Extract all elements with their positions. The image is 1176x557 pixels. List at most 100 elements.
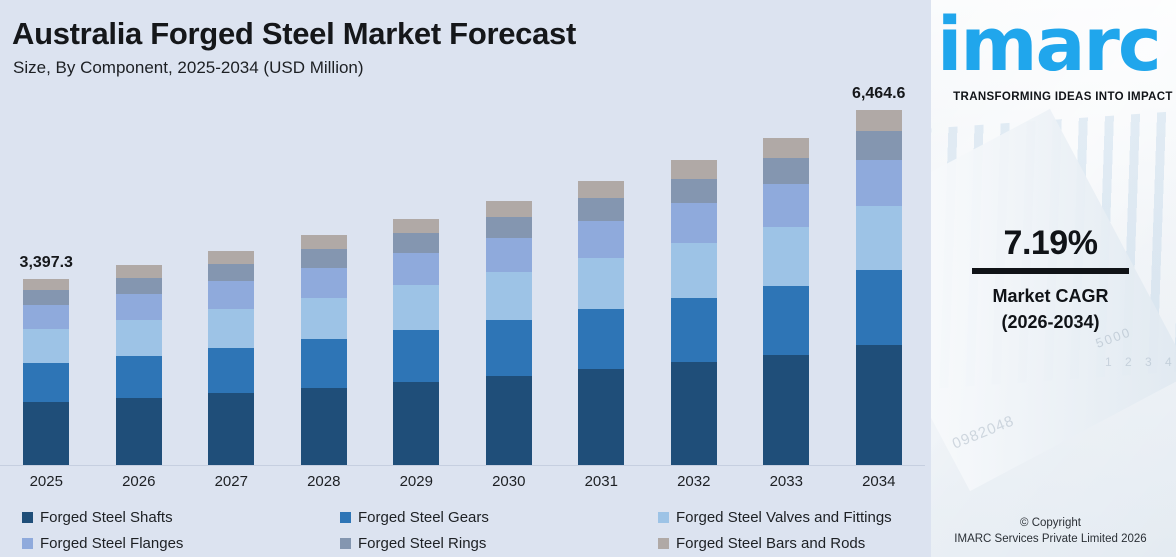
copyright-line-2: IMARC Services Private Limited 2026 [954, 533, 1147, 545]
bar-segment-forged-steel-rings[interactable] [23, 290, 70, 306]
bar-segment-forged-steel-flanges[interactable] [578, 221, 625, 259]
legend-label: Forged Steel Rings [358, 534, 487, 552]
x-axis-tick-labels: 2025 2026 2027 2028 2029 2030 2031 2032 2033 2034 [0, 470, 925, 496]
bar-segment-forged-steel-flanges[interactable] [670, 203, 717, 243]
bar-segment-forged-steel-flanges[interactable] [485, 237, 532, 273]
bar-segment-forged-steel-valves-and-fittings[interactable] [115, 319, 162, 356]
bar-segment-forged-steel-rings[interactable] [115, 277, 162, 294]
bar-segment-forged-steel-shafts[interactable] [578, 369, 625, 466]
bar-segment-forged-steel-bars-and-rods[interactable] [855, 110, 902, 132]
bar-segment-forged-steel-flanges[interactable] [208, 281, 255, 310]
imarc-logo: imarc TRANSFORMING IDEAS INTO IMPACT [937, 8, 1176, 108]
bar-segment-forged-steel-shafts[interactable] [485, 375, 532, 466]
legend-item-forged-steel-rings[interactable]: Forged Steel Rings [340, 535, 658, 552]
bar-segment-forged-steel-shafts[interactable] [763, 354, 810, 466]
bar-segment-forged-steel-rings[interactable] [300, 249, 347, 268]
bar-segment-forged-steel-valves-and-fittings[interactable] [485, 272, 532, 321]
legend-swatch-icon [340, 537, 351, 549]
bar-segment-forged-steel-bars-and-rods[interactable] [393, 218, 440, 234]
bar-segment-forged-steel-valves-and-fittings[interactable] [578, 258, 625, 310]
bar-segment-forged-steel-rings[interactable] [855, 131, 902, 160]
bar-segment-forged-steel-rings[interactable] [670, 178, 717, 204]
bar-slot [185, 100, 278, 466]
bar-segment-forged-steel-gears[interactable] [763, 285, 810, 355]
bar-segment-forged-steel-rings[interactable] [485, 216, 532, 238]
bar-slot: 6,464.6 [833, 85, 926, 466]
bar-segment-forged-steel-gears[interactable] [23, 363, 70, 403]
bar-segment-forged-steel-valves-and-fittings[interactable] [208, 309, 255, 348]
bar-segment-forged-steel-valves-and-fittings[interactable] [300, 297, 347, 340]
bar-slot [370, 100, 463, 466]
bar-slot [740, 100, 833, 466]
bar-segment-forged-steel-gears[interactable] [485, 320, 532, 376]
legend-swatch-icon [22, 537, 33, 549]
bar-segment-forged-steel-bars-and-rods[interactable] [23, 278, 70, 291]
legend-item-forged-steel-valves-and-fittings[interactable]: Forged Steel Valves and Fittings [658, 509, 917, 526]
bar-segment-forged-steel-flanges[interactable] [300, 267, 347, 298]
legend-swatch-icon [658, 537, 669, 549]
stacked-bar[interactable] [578, 181, 625, 466]
bar-segment-forged-steel-gears[interactable] [578, 309, 625, 370]
cagr-value: 7.19% [1003, 224, 1098, 262]
bar-segment-forged-steel-valves-and-fittings[interactable] [23, 329, 70, 364]
stacked-bar[interactable]: 3,397.3 [20, 254, 73, 466]
bar-segment-forged-steel-valves-and-fittings[interactable] [855, 206, 902, 271]
bar-segment-forged-steel-gears[interactable] [855, 270, 902, 345]
bar-segment-forged-steel-shafts[interactable] [855, 344, 902, 466]
copyright-line-1: © Copyright [1020, 517, 1081, 529]
x-axis-tick-2030: 2030 [492, 473, 526, 490]
bar-segment-forged-steel-flanges[interactable] [855, 159, 902, 207]
bar-segment-forged-steel-shafts[interactable] [115, 397, 162, 466]
legend-item-forged-steel-flanges[interactable]: Forged Steel Flanges [22, 535, 340, 552]
panel-divider [925, 0, 931, 557]
bar-segment-forged-steel-shafts[interactable] [393, 381, 440, 466]
stacked-bar[interactable] [115, 265, 162, 466]
bar-segment-forged-steel-shafts[interactable] [208, 392, 255, 466]
bar-segment-forged-steel-valves-and-fittings[interactable] [763, 226, 810, 286]
bar-segment-forged-steel-valves-and-fittings[interactable] [670, 242, 717, 298]
stacked-bar[interactable] [485, 200, 532, 466]
bar-segment-forged-steel-bars-and-rods[interactable] [208, 250, 255, 264]
bar-segment-forged-steel-gears[interactable] [670, 297, 717, 363]
legend-item-forged-steel-gears[interactable]: Forged Steel Gears [340, 509, 658, 526]
bar-slot [648, 100, 741, 466]
bar-segment-forged-steel-rings[interactable] [763, 157, 810, 184]
cagr-underline [972, 268, 1129, 274]
bar-segment-forged-steel-rings[interactable] [393, 233, 440, 254]
x-axis-tick-2033: 2033 [769, 473, 803, 490]
stacked-bar[interactable] [763, 138, 810, 466]
legend-item-forged-steel-shafts[interactable]: Forged Steel Shafts [22, 509, 340, 526]
imarc-tagline: TRANSFORMING IDEAS INTO IMPACT [953, 91, 1173, 103]
bar-segment-forged-steel-gears[interactable] [393, 329, 440, 382]
stacked-bar[interactable] [670, 160, 717, 466]
stacked-bar[interactable] [393, 218, 440, 466]
bar-segment-forged-steel-bars-and-rods[interactable] [670, 160, 717, 179]
bar-segment-forged-steel-bars-and-rods[interactable] [485, 200, 532, 217]
bar-segment-forged-steel-flanges[interactable] [115, 293, 162, 320]
background-number-text-3: 1 2 3 4 [1105, 355, 1176, 369]
bar-segment-forged-steel-shafts[interactable] [300, 387, 347, 466]
bar-segment-forged-steel-gears[interactable] [115, 355, 162, 398]
bar-segment-forged-steel-gears[interactable] [300, 339, 347, 388]
stacked-bar[interactable] [208, 250, 255, 466]
bar-segment-forged-steel-rings[interactable] [578, 198, 625, 222]
bar-segment-forged-steel-valves-and-fittings[interactable] [393, 285, 440, 330]
bar-segment-forged-steel-flanges[interactable] [393, 253, 440, 286]
bar-segment-forged-steel-bars-and-rods[interactable] [115, 265, 162, 278]
bar-segment-forged-steel-flanges[interactable] [763, 183, 810, 227]
bar-segment-forged-steel-bars-and-rods[interactable] [763, 138, 810, 158]
legend-item-forged-steel-bars-and-rods[interactable]: Forged Steel Bars and Rods [658, 535, 917, 552]
bar-segment-forged-steel-shafts[interactable] [23, 402, 70, 466]
legend-label: Forged Steel Gears [358, 508, 489, 526]
imarc-logo-wordmark: imarc [937, 8, 1160, 84]
stacked-bar[interactable]: 6,464.6 [852, 85, 905, 466]
bar-segment-forged-steel-rings[interactable] [208, 263, 255, 282]
bar-segment-forged-steel-flanges[interactable] [23, 305, 70, 330]
bar-segment-forged-steel-shafts[interactable] [670, 362, 717, 466]
cagr-callout: 7.19% Market CAGR (2026-2034) [925, 222, 1176, 335]
bar-segment-forged-steel-bars-and-rods[interactable] [300, 235, 347, 250]
stacked-bar[interactable] [300, 235, 347, 466]
bar-segment-forged-steel-gears[interactable] [208, 347, 255, 393]
x-axis-tick-2032: 2032 [677, 473, 711, 490]
bar-segment-forged-steel-bars-and-rods[interactable] [578, 181, 625, 199]
